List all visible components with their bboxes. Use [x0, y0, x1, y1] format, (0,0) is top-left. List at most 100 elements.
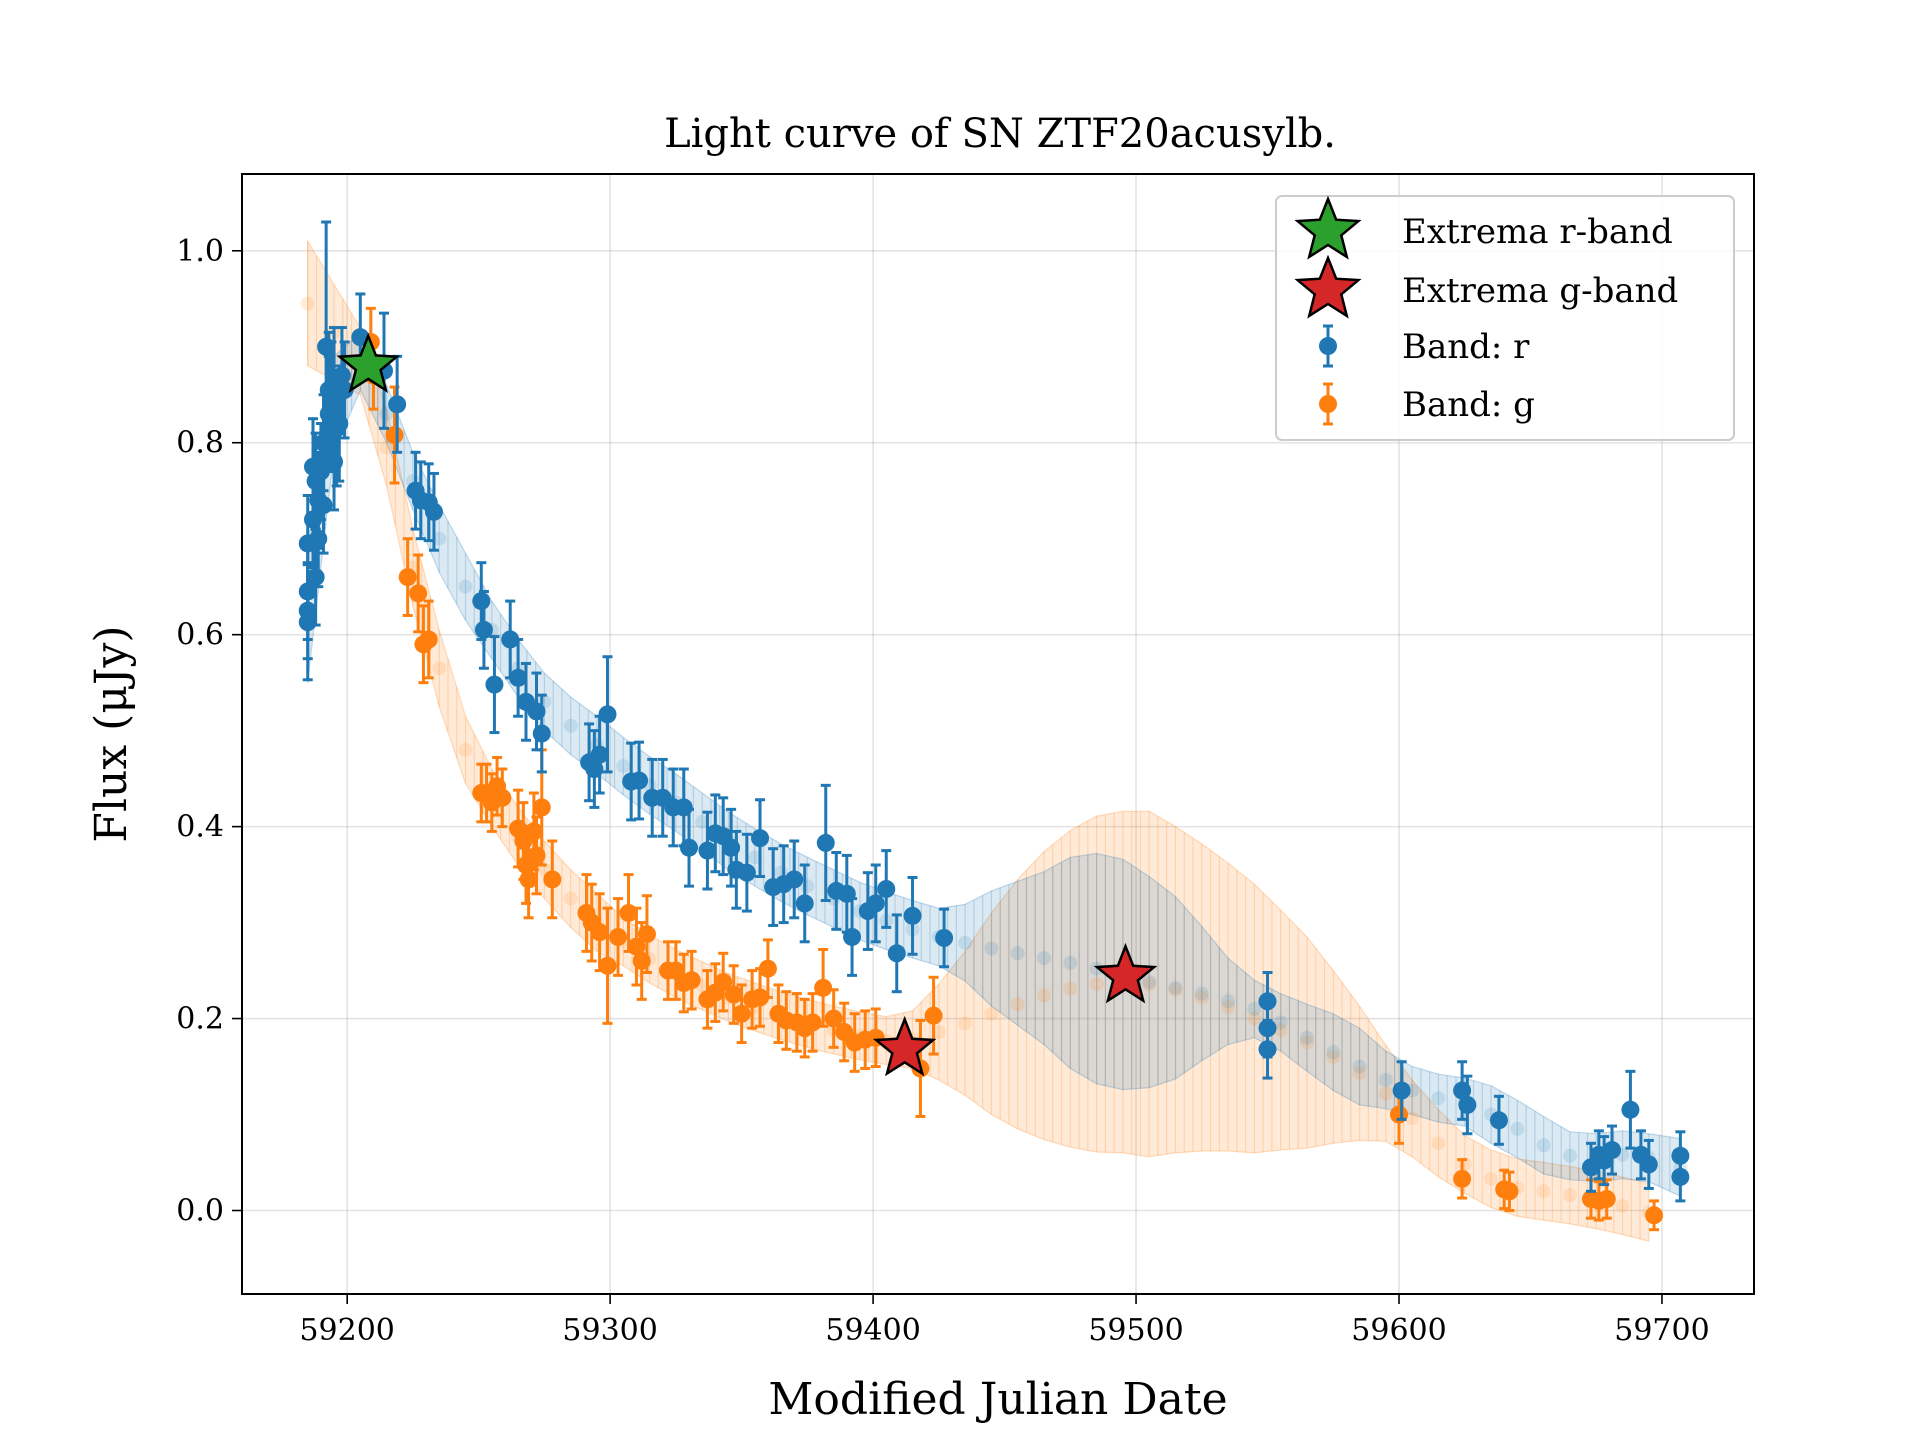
- model-point: [1615, 1198, 1630, 1213]
- model-point: [1221, 994, 1236, 1009]
- x-tick-label: 59600: [1351, 1313, 1446, 1348]
- model-point: [1247, 1001, 1262, 1016]
- data-point: [714, 951, 733, 1013]
- observed-points: [298, 220, 1690, 1232]
- point-marker: [332, 366, 351, 385]
- model-point: [1194, 990, 1209, 1005]
- data-point: [485, 635, 504, 735]
- point-marker: [590, 745, 609, 764]
- point-marker: [785, 870, 804, 889]
- x-tick-label: 59200: [299, 1313, 394, 1348]
- model-point: [984, 1006, 999, 1021]
- y-axis-label: Flux (μJy): [86, 625, 137, 842]
- x-tick-label: 59700: [1614, 1313, 1709, 1348]
- model-point: [958, 1016, 973, 1031]
- point-marker: [814, 978, 833, 997]
- data-point: [935, 907, 954, 969]
- point-marker: [472, 592, 491, 611]
- legend-point-marker: [1319, 337, 1337, 355]
- point-marker: [824, 1009, 843, 1028]
- legend-point-marker: [1319, 395, 1337, 413]
- legend-star-marker: [1294, 195, 1362, 260]
- model-point: [1405, 1111, 1420, 1126]
- data-point: [1453, 1158, 1472, 1200]
- data-point: [419, 599, 438, 680]
- chart-title: Light curve of SN ZTF20acusylb.: [664, 111, 1336, 157]
- model-point: [1562, 1148, 1577, 1163]
- data-point: [543, 839, 562, 920]
- model-point: [1352, 1066, 1367, 1081]
- point-marker: [619, 903, 638, 922]
- point-marker: [314, 496, 333, 515]
- model-point: [1010, 997, 1025, 1012]
- model-point: [563, 718, 578, 733]
- data-point: [803, 992, 822, 1053]
- point-marker: [1597, 1189, 1616, 1208]
- point-marker: [758, 959, 777, 978]
- data-point: [887, 913, 906, 994]
- point-marker: [532, 798, 551, 817]
- model-point: [1142, 975, 1157, 990]
- point-marker: [501, 630, 520, 649]
- plot-frame: [241, 173, 1755, 1295]
- model-point: [1221, 1000, 1236, 1015]
- data-point: [1458, 1074, 1477, 1136]
- point-marker: [680, 838, 699, 857]
- data-point: [698, 969, 717, 1030]
- point-marker: [1489, 1111, 1508, 1130]
- model-point: [1378, 1072, 1393, 1087]
- model-point: [1536, 1138, 1551, 1153]
- data-point: [1639, 1138, 1658, 1190]
- model-point: [1536, 1184, 1551, 1199]
- point-marker: [609, 927, 628, 946]
- legend-entry: Band: g: [1319, 382, 1535, 426]
- point-marker: [1390, 1105, 1409, 1124]
- model-point: [1089, 977, 1104, 992]
- point-marker: [598, 705, 617, 724]
- data-point: [619, 873, 638, 953]
- y-axis-ticks: 0.0 0.2 0.4 0.6 0.8 1.0: [176, 234, 242, 1229]
- model-point: [1299, 1030, 1314, 1045]
- point-marker: [877, 879, 896, 898]
- y-tick-label: 0.4: [176, 810, 224, 845]
- point-marker: [485, 675, 504, 694]
- data-point: [424, 471, 443, 552]
- data-point: [637, 894, 656, 974]
- point-marker: [398, 568, 417, 587]
- data-point: [609, 897, 628, 977]
- data-point: [785, 839, 804, 920]
- legend-entry: Extrema g-band: [1294, 254, 1678, 319]
- y-tick-label: 1.0: [176, 234, 224, 269]
- data-point: [590, 892, 609, 973]
- data-point: [751, 967, 770, 1028]
- legend-star-marker: [1294, 254, 1362, 319]
- y-tick-label: 0.8: [176, 426, 224, 461]
- data-point: [816, 783, 835, 903]
- model-point: [1168, 982, 1183, 997]
- point-marker: [724, 985, 743, 1004]
- data-point: [795, 863, 814, 944]
- data-point: [388, 354, 407, 454]
- point-marker: [903, 906, 922, 925]
- model-point: [1326, 1049, 1341, 1064]
- point-marker: [519, 870, 538, 889]
- point-marker: [751, 988, 770, 1007]
- model-point: [1063, 981, 1078, 996]
- point-marker: [887, 944, 906, 963]
- data-point: [501, 599, 520, 680]
- data-point: [824, 988, 843, 1049]
- model-point: [563, 891, 578, 906]
- data-point: [814, 947, 833, 1028]
- data-point: [1621, 1069, 1640, 1150]
- data-point: [1500, 1170, 1519, 1213]
- extrema-star-g: [872, 1015, 937, 1077]
- data-point: [903, 875, 922, 956]
- legend-label: Extrema g-band: [1402, 271, 1678, 311]
- data-point: [398, 537, 417, 617]
- point-marker: [335, 380, 354, 399]
- model-point: [1063, 955, 1078, 970]
- data-point: [314, 455, 333, 555]
- x-axis-label: Modified Julian Date: [768, 1374, 1227, 1425]
- model-point: [1010, 946, 1025, 961]
- model-point: [747, 850, 762, 865]
